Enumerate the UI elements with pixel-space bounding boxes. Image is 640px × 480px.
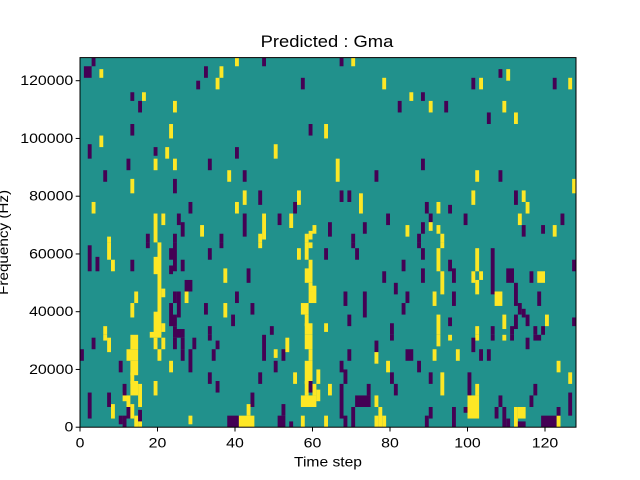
svg-text:20000: 20000 xyxy=(29,361,73,377)
svg-text:120000: 120000 xyxy=(20,72,73,88)
svg-text:100: 100 xyxy=(454,434,481,450)
svg-text:0: 0 xyxy=(76,434,85,450)
svg-text:60000: 60000 xyxy=(29,245,73,261)
svg-text:40: 40 xyxy=(226,434,244,450)
svg-text:80: 80 xyxy=(381,434,399,450)
svg-text:Frequency (Hz): Frequency (Hz) xyxy=(0,190,11,295)
svg-text:Predicted : Gma: Predicted : Gma xyxy=(261,32,394,51)
svg-text:120: 120 xyxy=(532,434,559,450)
svg-text:60: 60 xyxy=(304,434,322,450)
svg-text:0: 0 xyxy=(64,419,73,435)
svg-text:80000: 80000 xyxy=(29,188,73,204)
svg-text:Time step: Time step xyxy=(294,453,362,469)
svg-text:40000: 40000 xyxy=(29,303,73,319)
svg-text:100000: 100000 xyxy=(20,130,73,146)
svg-text:20: 20 xyxy=(149,434,167,450)
